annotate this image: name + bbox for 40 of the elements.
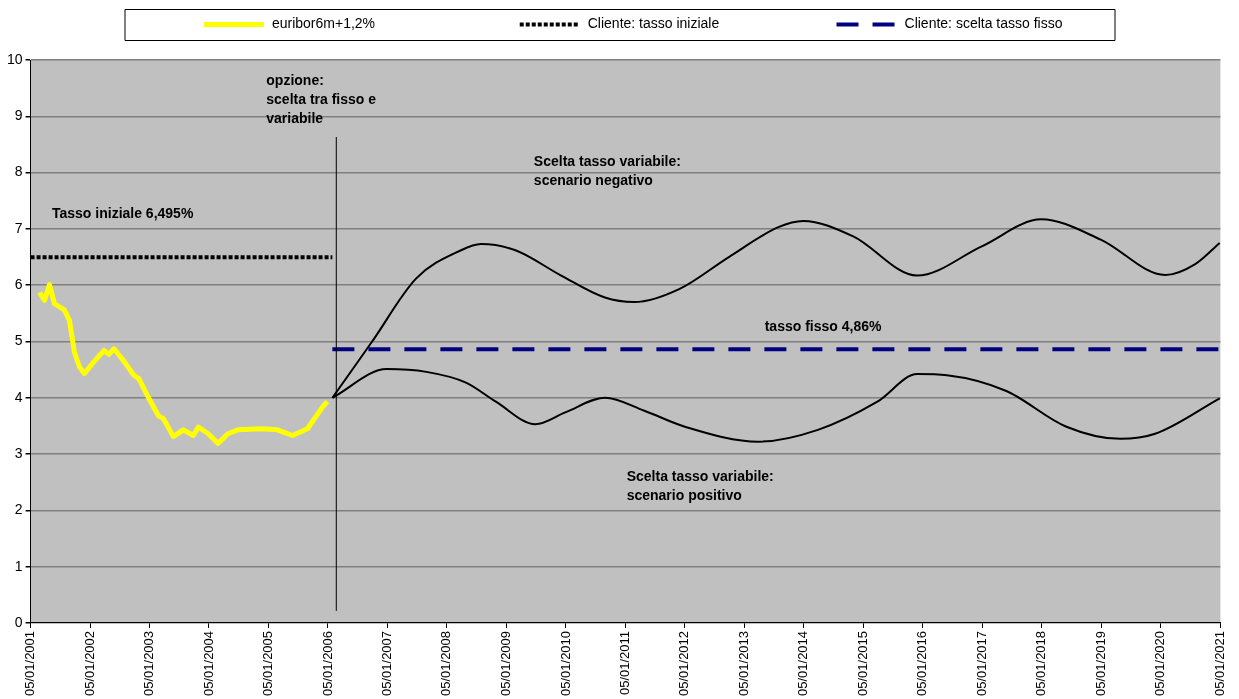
x-tick-label: 05/01/2007 [379,630,395,697]
x-tick-label: 05/01/2010 [557,630,573,697]
x-tick-label: 05/01/2006 [319,630,335,697]
x-tick-label: 05/01/2003 [141,630,157,697]
y-tick-label: 5 [14,332,23,349]
x-tick-label: 05/01/2014 [795,630,811,697]
annotation: Scelta tasso variabile: scenario negativo [533,153,681,188]
x-tick-label: 05/01/2020 [1152,630,1168,697]
annotation: tasso fisso 4,86% [764,317,882,334]
y-tick-label: 6 [14,276,23,293]
x-tick-label: 05/01/2001 [22,630,38,697]
y-tick-label: 2 [14,501,23,518]
y-tick-label: 7 [14,219,23,236]
y-tick-label: 3 [14,444,23,461]
x-tick-label: 05/01/2004 [200,630,216,697]
annotation: Scelta tasso variabile: scenario positivo [626,468,774,504]
legend-label: Cliente: scelta tasso fisso [904,15,1063,32]
x-tick-label: 05/01/2012 [676,630,692,697]
legend-label: Cliente: tasso iniziale [587,15,720,32]
x-tick-label: 05/01/2009 [498,630,514,697]
x-tick-label: 05/01/2005 [260,630,276,697]
y-tick-label: 8 [14,163,23,180]
ref-line-label: opzione: scelta tra fisso e variabile [266,71,377,126]
x-tick-label: 05/01/2019 [1092,630,1108,697]
y-tick-label: 9 [14,107,23,124]
x-tick-label: 05/01/2018 [1033,630,1049,697]
annotation: Tasso iniziale 6,495% [51,204,194,221]
x-tick-label: 05/01/2013 [736,630,752,697]
y-tick-label: 4 [14,388,23,405]
legend-label: euribor6m+1,2% [271,15,376,32]
x-tick-label: 05/01/2011 [616,630,632,696]
x-tick-label: 05/01/2002 [81,630,97,697]
y-tick-label: 10 [6,50,23,67]
x-tick-label: 05/01/2017 [974,630,990,697]
x-tick-label: 05/01/2008 [438,630,454,697]
x-tick-label: 05/01/2016 [914,630,930,697]
x-tick-label: 05/01/2015 [854,630,870,697]
y-tick-label: 0 [14,613,23,630]
y-tick-label: 1 [14,557,23,574]
x-tick-label: 05/01/2021 [1211,630,1227,697]
